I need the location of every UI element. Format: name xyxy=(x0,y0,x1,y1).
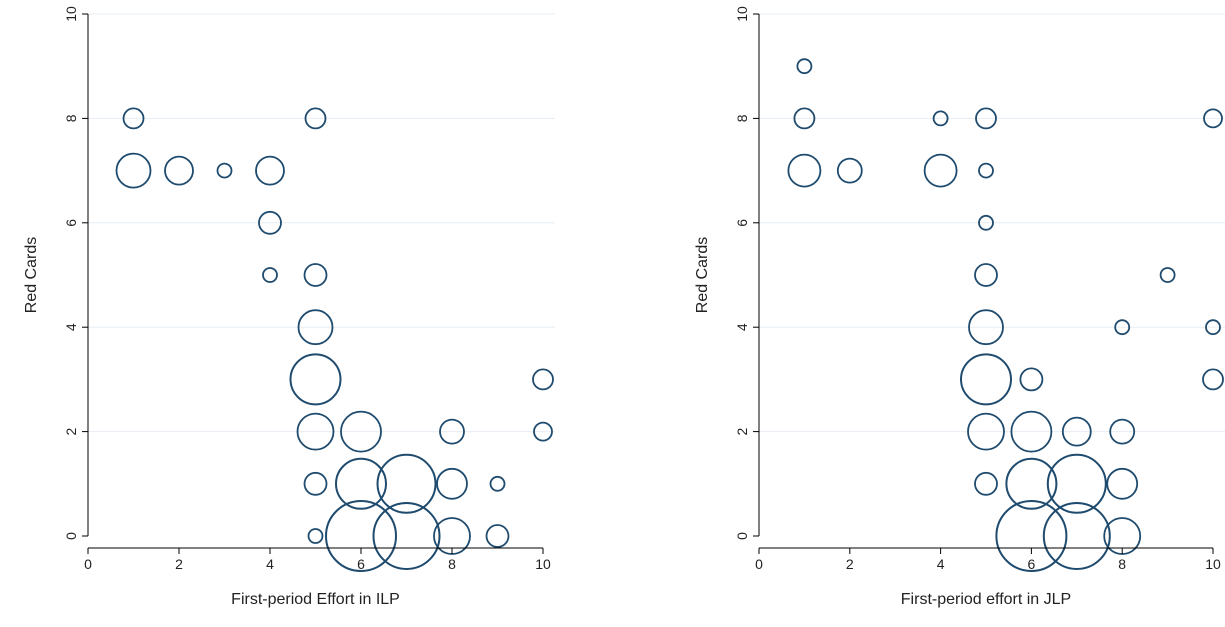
x-tick-label: 10 xyxy=(535,556,551,572)
bubble-point xyxy=(1203,108,1223,129)
bubble-point xyxy=(1046,453,1107,514)
bubble-point xyxy=(1019,367,1044,392)
bubble-point xyxy=(436,467,468,500)
x-tick-label: 0 xyxy=(84,556,92,572)
x-tick-label: 2 xyxy=(846,556,854,572)
bubble-point xyxy=(974,263,998,287)
bubble-point xyxy=(1205,319,1221,336)
x-tick-label: 4 xyxy=(937,556,945,572)
y-tick-label: 10 xyxy=(734,6,750,22)
bubble-point xyxy=(923,153,958,188)
bubble-point xyxy=(1042,502,1111,570)
y-tick-label: 4 xyxy=(734,323,750,331)
y-tick-label: 10 xyxy=(63,6,79,22)
y-axis-title: Red Cards xyxy=(694,237,711,313)
bubble-point xyxy=(485,524,510,548)
bubble-point xyxy=(297,309,334,346)
bubble-point xyxy=(340,410,382,453)
bubble-point xyxy=(307,528,324,544)
bubble-point xyxy=(255,155,285,186)
bubble-point xyxy=(325,500,397,572)
bubble-point xyxy=(975,107,997,130)
x-tick-label: 6 xyxy=(1028,556,1036,572)
bubble-point xyxy=(216,162,233,179)
bubble-point xyxy=(489,475,506,492)
chart-panel-left: 0 2 4 6 8 10 0 2 4 6 8 10 First-period Effort in ILP… xyxy=(0,0,555,627)
x-tick-label: 6 xyxy=(357,556,365,572)
bubble-point xyxy=(1114,319,1131,336)
scatter-chart-jlp: 0 2 4 6 8 10 0 2 4 6 8 10 First-period effort in JLP… xyxy=(694,6,1225,608)
y-tick-label: 2 xyxy=(63,427,79,435)
bubble-point xyxy=(258,210,282,235)
bubble-point xyxy=(122,107,145,130)
bubble-point xyxy=(968,309,1004,346)
y-tick-label: 8 xyxy=(734,114,750,122)
x-tick-label: 10 xyxy=(1205,556,1221,572)
bubble-point xyxy=(1005,457,1058,510)
x-axis-title: First-period Effort in ILP xyxy=(231,591,400,608)
bubble-point xyxy=(115,152,152,189)
y-tick-label: 0 xyxy=(734,532,750,540)
x-tick-label: 4 xyxy=(266,556,274,572)
bubble-point xyxy=(1159,267,1176,283)
bubble-point xyxy=(372,502,441,570)
y-tick-label: 2 xyxy=(734,427,750,435)
bubble-point xyxy=(1061,416,1092,447)
y-tick-label: 6 xyxy=(63,219,79,227)
bubble-point xyxy=(164,155,194,186)
bubble-point xyxy=(532,368,554,391)
x-axis-title: First-period effort in JLP xyxy=(901,591,1071,608)
scatter-chart-ilp: 0 2 4 6 8 10 0 2 4 6 8 10 First-period Effort in ILP… xyxy=(23,6,555,608)
y-tick-label: 0 xyxy=(63,532,79,540)
bubble-point xyxy=(533,421,553,442)
bubble-point xyxy=(960,353,1012,406)
bubble-point xyxy=(967,412,1005,451)
bubble-point xyxy=(376,453,437,514)
bubble-point xyxy=(836,157,863,184)
bubble-point xyxy=(1109,418,1136,445)
bubble-point xyxy=(793,107,816,130)
x-tick-label: 0 xyxy=(755,556,763,572)
bubble-point xyxy=(304,107,327,130)
bubble-point xyxy=(796,58,813,75)
bubble-point xyxy=(439,418,465,445)
bubble-point xyxy=(262,267,278,283)
y-tick-label: 6 xyxy=(734,219,750,227)
y-tick-label: 4 xyxy=(63,323,79,331)
bubble-point xyxy=(1106,467,1139,500)
bubble-point xyxy=(978,214,994,231)
y-tick-label: 8 xyxy=(63,114,79,122)
bubble-point xyxy=(335,457,387,510)
x-tick-label: 2 xyxy=(175,556,183,572)
bubble-point xyxy=(296,412,335,451)
bubble-point xyxy=(978,162,994,179)
bubble-point xyxy=(974,471,998,496)
bubble-point xyxy=(995,500,1068,572)
bubble-point xyxy=(1010,410,1053,453)
bubble-point xyxy=(303,471,328,496)
bubble-point xyxy=(932,110,949,127)
x-tick-label: 8 xyxy=(1118,556,1126,572)
bubble-point xyxy=(787,153,822,188)
chart-panel-right: 0 2 4 6 8 10 0 2 4 6 8 10 First-period effort in JLP… xyxy=(675,0,1225,627)
bubble-point xyxy=(289,353,342,406)
bubble-point xyxy=(1202,368,1224,391)
bubble-point xyxy=(303,263,328,287)
x-tick-label: 8 xyxy=(448,556,456,572)
y-axis-title: Red Cards xyxy=(23,237,40,313)
